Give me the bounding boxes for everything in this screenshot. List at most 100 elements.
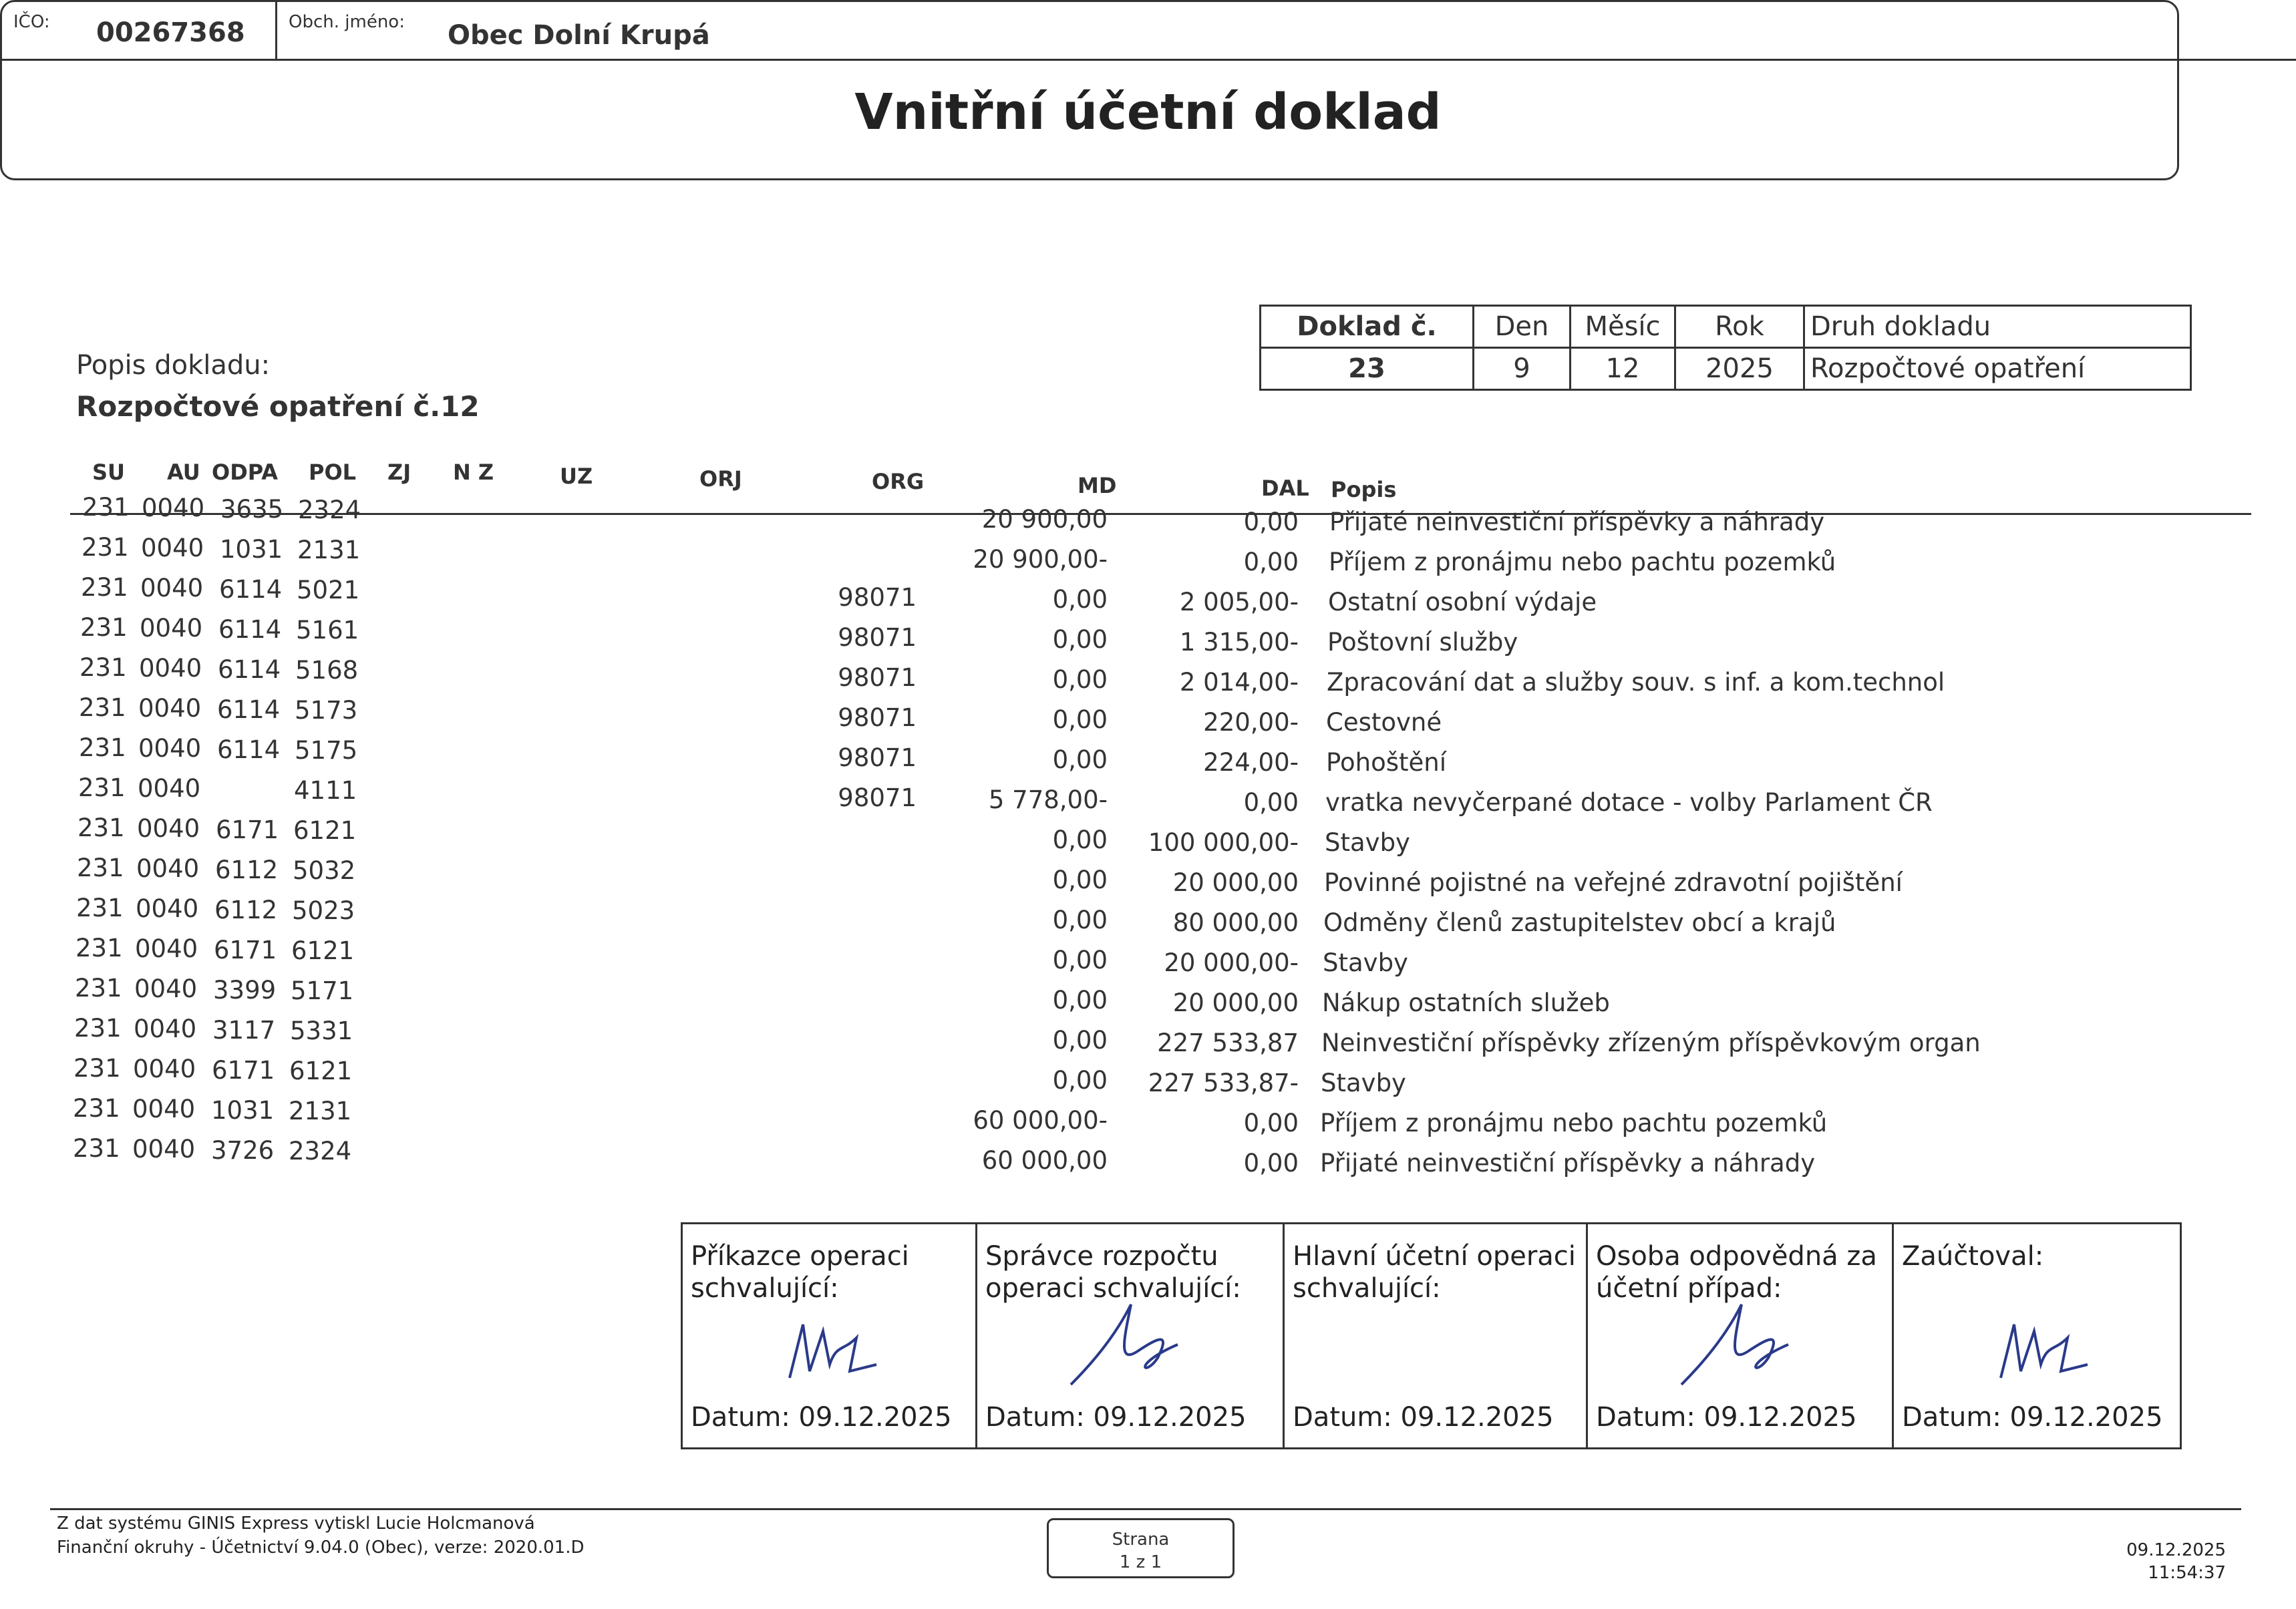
signature-cell: Hlavní účetní operaci schvalující: Datum:… <box>1285 1224 1588 1447</box>
col-orj: ORJ <box>699 466 742 492</box>
cell-su: 231 <box>81 533 129 562</box>
cell-md: 20 900,00 <box>981 505 1108 534</box>
footer-divider <box>50 1508 2241 1510</box>
cell-odpa: 1031 <box>211 1096 275 1125</box>
cell-odpa: 1031 <box>220 535 283 564</box>
col-org: ORG <box>872 469 925 494</box>
cell-md: 0,00 <box>1052 1026 1108 1055</box>
doklad-table: Doklad č. Den Měsíc Rok Druh dokladu 23 … <box>1259 305 2192 391</box>
signature-date: Datum: 09.12.2025 <box>985 1402 1247 1433</box>
doklad-header: Doklad č. <box>1259 305 1474 349</box>
cell-md: 0,00 <box>1052 745 1108 774</box>
cell-pol: 4111 <box>294 776 357 805</box>
cell-org: 98071 <box>838 743 917 772</box>
col-pol: POL <box>309 460 357 485</box>
cell-su: 231 <box>73 1054 121 1083</box>
cell-su: 231 <box>81 573 128 602</box>
ico-value: 00267368 <box>96 17 245 48</box>
cell-su: 231 <box>80 613 128 642</box>
col-popis: Popis <box>1331 477 1397 502</box>
cell-dal: 80 000,00 <box>1172 908 1299 937</box>
cell-pol: 2131 <box>297 536 361 564</box>
rok-header: Rok <box>1674 305 1805 349</box>
print-time: 11:54:37 <box>2148 1563 2226 1583</box>
cell-su: 231 <box>73 1094 120 1123</box>
col-odpa: ODPA <box>212 460 279 485</box>
page-number: 1 z 1 <box>1119 1552 1162 1572</box>
doklad-number: 23 <box>1259 347 1474 391</box>
den-header: Den <box>1472 305 1571 349</box>
cell-pol: 5168 <box>295 656 359 685</box>
header-divider <box>70 513 2251 515</box>
cell-popis: Stavby <box>1325 828 1410 857</box>
cell-au: 0040 <box>142 494 205 522</box>
cell-md: 0,00 <box>1052 946 1108 974</box>
cell-au: 0040 <box>136 894 199 923</box>
cell-dal: 227 533,87 <box>1157 1029 1299 1057</box>
cell-au: 0040 <box>138 734 202 763</box>
cell-au: 0040 <box>138 694 202 723</box>
cell-au: 0040 <box>132 1135 196 1164</box>
cell-odpa: 3117 <box>212 1016 276 1045</box>
cell-dal: 227 533,87- <box>1148 1069 1299 1097</box>
cell-odpa: 6114 <box>219 575 283 604</box>
cell-md: 60 000,00 <box>981 1146 1108 1175</box>
cell-su: 231 <box>74 1014 122 1043</box>
cell-md: 0,00 <box>1052 705 1108 734</box>
page-title: Vnitřní účetní doklad <box>854 83 1442 141</box>
cell-su: 231 <box>79 693 126 722</box>
cell-odpa: 6114 <box>218 615 282 644</box>
cell-popis: Přijaté neinvestiční příspěvky a náhrady <box>1320 1149 1816 1178</box>
col-uz: UZ <box>560 464 593 489</box>
cell-au: 0040 <box>134 974 198 1003</box>
cell-odpa: 6171 <box>214 936 277 964</box>
cell-popis: Pohoštění <box>1326 748 1446 777</box>
cell-au: 0040 <box>133 1055 196 1083</box>
cell-org: 98071 <box>838 623 917 652</box>
cell-pol: 5173 <box>295 696 358 725</box>
cell-au: 0040 <box>134 1015 197 1043</box>
cell-dal: 0,00 <box>1243 1109 1299 1137</box>
footer-printed-by: Z dat systému GINIS Express vytiskl Luci… <box>57 1513 535 1534</box>
popis-label: Popis dokladu: <box>76 350 271 381</box>
cell-odpa: 6171 <box>216 816 279 844</box>
cell-md: 0,00 <box>1052 1066 1108 1095</box>
cell-popis: Přijaté neinvestiční příspěvky a náhrady <box>1329 508 1825 536</box>
cell-popis: Neinvestiční příspěvky zřízeným příspěvk… <box>1321 1029 1981 1057</box>
cell-au: 0040 <box>140 574 204 602</box>
signature-role: Příkazce operaci schvalující: <box>691 1241 909 1304</box>
cell-md: 0,00 <box>1052 585 1108 614</box>
cell-md: 0,00 <box>1052 826 1108 854</box>
cell-au: 0040 <box>138 774 201 803</box>
cell-su: 231 <box>77 814 125 842</box>
cell-pol: 6121 <box>289 1057 353 1085</box>
cell-popis: vratka nevyčerpané dotace - volby Parlam… <box>1325 788 1933 817</box>
page-label: Strana <box>1112 1530 1170 1550</box>
cell-dal: 0,00 <box>1243 548 1299 576</box>
rok-value: 2025 <box>1674 347 1805 391</box>
signature-role: Hlavní účetní operaci schvalující: <box>1293 1241 1576 1304</box>
signature-date: Datum: 09.12.2025 <box>1596 1402 1857 1433</box>
footer-software: Finanční okruhy - Účetnictví 9.04.0 (Obe… <box>57 1538 585 1558</box>
cell-popis: Stavby <box>1321 1069 1406 1097</box>
cell-dal: 2 014,00- <box>1179 668 1299 697</box>
cell-pol: 5023 <box>292 896 355 925</box>
cell-md: 0,00 <box>1052 986 1108 1015</box>
cell-odpa: 6114 <box>217 695 281 724</box>
cell-su: 231 <box>73 1134 120 1163</box>
signature-role: Zaúčtoval: <box>1902 1241 2044 1272</box>
cell-au: 0040 <box>139 654 202 683</box>
cell-org: 98071 <box>838 703 917 732</box>
cell-au: 0040 <box>137 814 200 843</box>
print-date: 09.12.2025 <box>2126 1540 2226 1560</box>
cell-dal: 100 000,00- <box>1148 828 1299 857</box>
cell-org: 98071 <box>838 583 917 612</box>
cell-pol: 2131 <box>289 1097 352 1125</box>
cell-pol: 2324 <box>289 1137 352 1166</box>
handwritten-signature <box>788 1324 877 1379</box>
signature-cell: Správce rozpočtu operaci schvalující: Dat… <box>977 1224 1285 1447</box>
cell-odpa: 6112 <box>214 896 278 924</box>
cell-au: 0040 <box>136 854 200 883</box>
signature-date: Datum: 09.12.2025 <box>1293 1402 1554 1433</box>
cell-au: 0040 <box>135 934 198 963</box>
